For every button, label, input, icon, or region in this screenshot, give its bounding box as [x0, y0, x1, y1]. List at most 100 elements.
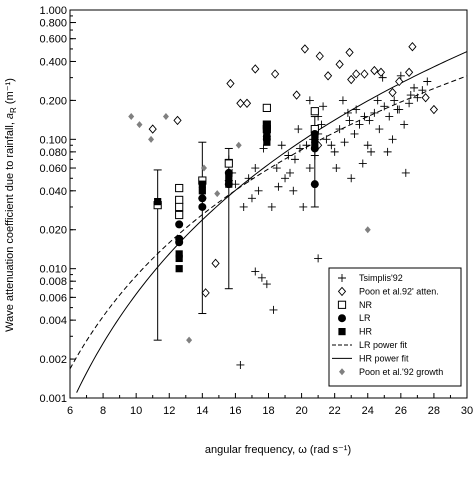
tsimplis-point	[365, 116, 374, 125]
poon-growth-point	[364, 226, 371, 234]
hr-point	[263, 120, 271, 129]
lr-power-fit-line	[69, 75, 468, 370]
poon-attenuation-point	[292, 90, 301, 100]
x-tick-label: 18	[262, 405, 274, 417]
poon-attenuation-point	[347, 74, 356, 85]
legend-label: Poon et al.92' atten.	[359, 286, 439, 296]
poon-attenuation-point	[335, 59, 344, 70]
tsimplis-point	[410, 83, 419, 92]
y-tick-label: 0.800	[39, 18, 67, 30]
poon-attenuation-point	[370, 65, 379, 76]
hr-point	[198, 180, 206, 188]
poon-growth-point	[162, 113, 169, 121]
nr-point	[175, 183, 184, 193]
tsimplis-point	[347, 174, 356, 183]
poon-attenuation-point	[408, 42, 417, 52]
tsimplis-point	[289, 186, 298, 195]
poon-attenuation-point	[242, 98, 252, 108]
tsimplis-point	[319, 102, 328, 111]
tsimplis-point	[251, 267, 260, 276]
y-axis-title: Wave attenuation coefficient due to rain…	[4, 78, 18, 332]
legend-symbol-poon-attenuation-point	[337, 286, 347, 297]
tsimplis-point	[345, 116, 354, 125]
poon-attenuation-point	[226, 78, 235, 89]
tsimplis-point	[305, 96, 314, 105]
x-tick-label: 12	[163, 405, 175, 417]
x-tick-label: 6	[67, 405, 73, 417]
y-tick-label: 0.400	[39, 56, 67, 68]
hr-point	[311, 135, 319, 143]
poon-attenuation-point	[360, 69, 369, 79]
lr-point	[175, 220, 184, 229]
poon-attenuation-point	[405, 67, 414, 77]
poon-attenuation-point	[395, 76, 404, 87]
tsimplis-point	[317, 120, 326, 129]
poon-attenuation-point	[352, 69, 361, 79]
x-tick-label: 26	[395, 405, 407, 417]
lr-point	[310, 180, 319, 189]
poon-growth-point	[128, 113, 135, 121]
nr-point	[224, 159, 233, 168]
y-tick-label: 0.100	[39, 134, 67, 146]
tsimplis-point	[299, 202, 308, 211]
hr-point	[154, 198, 162, 206]
x-tick-label: 28	[428, 405, 440, 417]
lr-point	[198, 202, 207, 211]
tsimplis-point	[423, 77, 432, 86]
poon-growth-point	[186, 336, 193, 344]
legend-symbol-lr-point	[338, 314, 346, 323]
y-axis-title-symbol: a	[4, 113, 16, 119]
nr-point	[175, 210, 184, 220]
poon-attenuation-point	[271, 69, 280, 79]
tsimplis-point	[281, 174, 290, 183]
tsimplis-point	[406, 91, 415, 100]
tsimplis-point	[418, 86, 427, 95]
tsimplis-point	[388, 135, 397, 144]
poon-attenuation-point	[300, 44, 309, 54]
x-tick-label: 16	[229, 405, 241, 417]
x-tick-label: 8	[100, 405, 106, 417]
legend: Tsimplis'92 Poon et al.92' atten. NR LR HR LR…	[328, 267, 462, 387]
y-tick-label: 0.200	[39, 95, 67, 107]
tsimplis-point	[257, 273, 266, 282]
poon-attenuation-point	[211, 258, 220, 268]
poon-attenuation-point	[251, 64, 260, 74]
poon-attenuation-point	[201, 288, 210, 298]
y-axis-title-main: Wave attenuation coefficient due to rain…	[4, 119, 16, 332]
hr-point	[263, 138, 271, 146]
tsimplis-point	[385, 112, 394, 121]
hr-point	[198, 187, 206, 195]
tsimplis-point	[251, 164, 260, 173]
poon-attenuation-point	[421, 92, 430, 103]
lr-point	[175, 238, 184, 247]
poon-growth-point	[235, 141, 242, 149]
tsimplis-point	[274, 182, 283, 191]
tsimplis-point	[244, 174, 253, 183]
tsimplis-point	[310, 151, 319, 160]
y-tick-label: 0.001	[39, 393, 67, 405]
poon-attenuation-point	[173, 115, 182, 126]
tsimplis-point	[375, 125, 384, 134]
y-tick-label: 0.004	[39, 315, 67, 327]
x-tick-label: 30	[461, 405, 473, 417]
tsimplis-point	[294, 125, 303, 134]
tsimplis-point	[400, 120, 409, 129]
y-tick-label: 0.010	[39, 264, 67, 276]
tsimplis-point	[358, 159, 367, 168]
poon-attenuation-point	[236, 98, 245, 108]
nr-point	[175, 202, 184, 212]
hr-point	[225, 180, 233, 188]
hr-point	[311, 141, 319, 149]
tsimplis-point	[286, 168, 295, 177]
tsimplis-point	[305, 164, 314, 173]
tsimplis-point	[413, 93, 422, 102]
tsimplis-point	[330, 147, 339, 156]
tsimplis-point	[380, 102, 389, 111]
y-tick-label: 0.002	[39, 354, 67, 366]
tsimplis-point	[332, 164, 341, 173]
poon-attenuation-point	[323, 71, 333, 81]
poon-growth-point	[148, 135, 155, 143]
legend-symbol-poon-growth-point	[339, 368, 345, 376]
